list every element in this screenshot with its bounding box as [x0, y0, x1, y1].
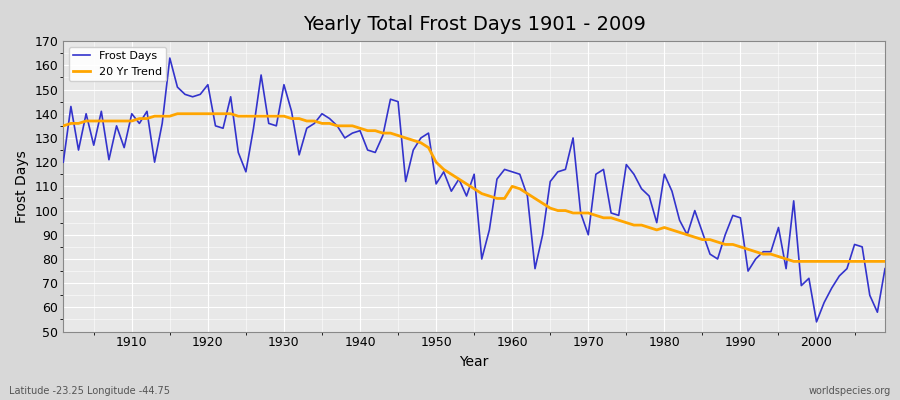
Frost Days — [119, 145, 130, 150]
Frost Days — [811, 320, 822, 324]
20 Yr Trend — [119, 118, 130, 123]
20 Yr Trend — [879, 259, 890, 264]
Frost Days — [339, 136, 350, 140]
Line: Frost Days: Frost Days — [63, 58, 885, 322]
20 Yr Trend — [172, 111, 183, 116]
Frost Days — [606, 210, 616, 215]
Legend: Frost Days, 20 Yr Trend: Frost Days, 20 Yr Trend — [68, 47, 166, 81]
Frost Days — [293, 152, 304, 157]
Text: worldspecies.org: worldspecies.org — [809, 386, 891, 396]
20 Yr Trend — [515, 186, 526, 191]
Title: Yearly Total Frost Days 1901 - 2009: Yearly Total Frost Days 1901 - 2009 — [302, 15, 645, 34]
20 Yr Trend — [339, 124, 350, 128]
Frost Days — [515, 172, 526, 177]
Line: 20 Yr Trend: 20 Yr Trend — [63, 114, 885, 261]
20 Yr Trend — [606, 216, 616, 220]
X-axis label: Year: Year — [460, 355, 489, 369]
20 Yr Trend — [293, 116, 304, 121]
Text: Latitude -23.25 Longitude -44.75: Latitude -23.25 Longitude -44.75 — [9, 386, 170, 396]
Frost Days — [58, 160, 68, 164]
20 Yr Trend — [507, 184, 517, 189]
20 Yr Trend — [58, 124, 68, 128]
Frost Days — [507, 170, 517, 174]
20 Yr Trend — [788, 259, 799, 264]
Y-axis label: Frost Days: Frost Days — [15, 150, 29, 223]
Frost Days — [165, 56, 176, 60]
Frost Days — [879, 266, 890, 271]
